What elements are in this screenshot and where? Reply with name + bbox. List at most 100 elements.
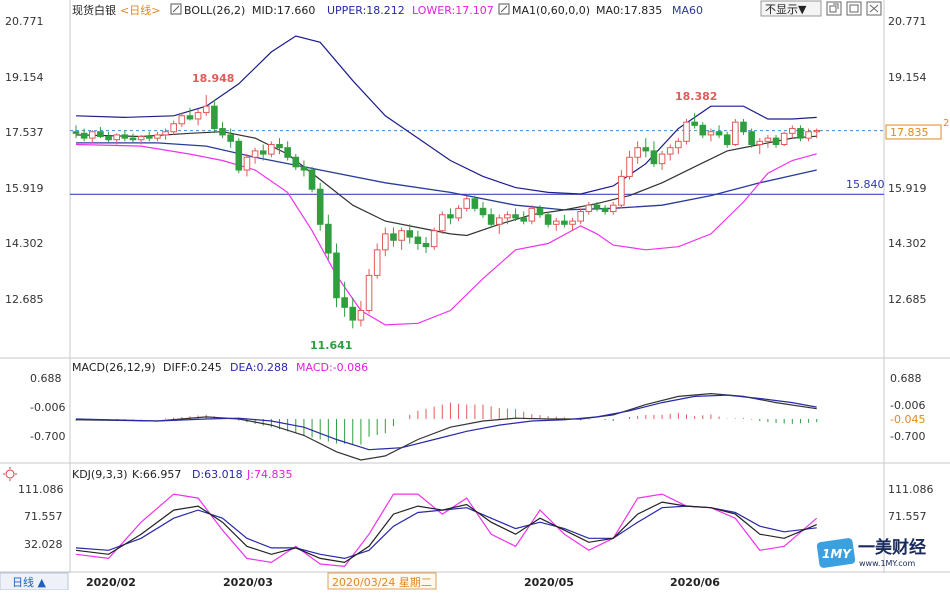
macd-tick-left: 0.688 (30, 372, 62, 385)
boll-toggle-icon[interactable] (170, 3, 182, 15)
kdj-settings-icon[interactable] (3, 467, 17, 481)
candle-body (487, 214, 495, 225)
macd-dea-value: DEA:0.288 (230, 361, 288, 374)
boll-mid-value: MID:17.660 (252, 4, 315, 17)
high-annotation-1: 18.948 (192, 72, 234, 85)
candle-body (80, 132, 88, 139)
candle-body (797, 128, 804, 139)
candle-body (178, 115, 186, 125)
candle-body (382, 233, 389, 251)
period-button-label: 日线 ▲ (12, 575, 46, 589)
candle-body (691, 121, 698, 126)
candle-body (585, 204, 593, 213)
main-price-panel (70, 35, 884, 329)
hide-dropdown[interactable] (760, 0, 822, 17)
kdj-label: KDJ(9,3,3) (72, 468, 128, 481)
boll-label: BOLL(26,2) (184, 4, 245, 17)
date-label: 2020/02 (86, 576, 136, 589)
hline-value-label: 15.840 (846, 178, 885, 191)
brand-url: www.1MY.com (859, 559, 916, 568)
price-tick-right: 14.302 (888, 237, 927, 250)
candle-body (202, 105, 210, 114)
maximize-glyph (849, 4, 859, 13)
maximize-frame (846, 1, 862, 16)
candle-body (357, 310, 365, 321)
boll-toggle-box[interactable] (170, 3, 182, 15)
macd-diff-line (75, 392, 817, 461)
candle-body (764, 137, 772, 142)
candle-body (72, 131, 80, 134)
candle-body (780, 132, 788, 145)
candle-body (373, 249, 381, 276)
candle-body (251, 150, 259, 158)
low-annotation: 11.641 (310, 339, 352, 352)
macd-header: MACD(26,12,9) DIFF:0.245 DEA:0.288 MACD:… (72, 361, 368, 374)
candle-body (259, 150, 267, 155)
maximize-icon[interactable] (846, 1, 862, 16)
kdj-tick-left: 71.557 (24, 510, 63, 523)
candle-body (732, 121, 739, 145)
candle-body (528, 207, 536, 222)
candle-body (292, 156, 300, 168)
price-tick-right: 15.919 (888, 182, 927, 195)
macd-tick-right: 0.688 (890, 372, 922, 385)
candle-body (97, 131, 104, 138)
candle-body (325, 223, 332, 254)
candle-body (569, 220, 576, 225)
candle-body (683, 121, 690, 142)
candle-body (162, 131, 169, 136)
ma-toggle-icon[interactable] (498, 3, 510, 15)
main-header: 现货白银 <日线> BOLL(26,2) MID:17.660 UPPER:18… (72, 3, 703, 17)
candle-body (447, 214, 454, 219)
candle-body (593, 204, 601, 209)
candle-body (137, 136, 145, 141)
boll-upper-line (75, 35, 817, 195)
candle-body (699, 124, 707, 136)
kdj-tick-right: 111.086 (888, 483, 934, 496)
candle-body (479, 207, 487, 216)
candle-body (121, 134, 129, 139)
gear-teeth (3, 467, 17, 481)
candle-body (805, 131, 812, 139)
price-tick-right: 12.685 (888, 293, 927, 306)
kdj-tick-right: 71.557 (888, 510, 927, 523)
price-tick-left: 20.771 (5, 15, 44, 28)
boll-lower-value: LOWER:17.107 (412, 4, 494, 17)
candle-body (186, 115, 194, 120)
candle-body (512, 214, 519, 219)
candle-body (626, 156, 633, 177)
price-tick-left: 12.685 (5, 293, 44, 306)
panel-frames (0, 0, 950, 573)
gear-icon[interactable] (5, 469, 15, 479)
candle-body (463, 198, 471, 209)
candle-body (561, 220, 568, 225)
ma-toggle-box[interactable] (498, 3, 510, 15)
price-tick-right: 19.154 (888, 71, 927, 84)
close-icon[interactable] (866, 1, 882, 16)
candle-body (577, 211, 584, 222)
candle-body (772, 137, 780, 146)
candle-body (422, 242, 430, 248)
kdj-tick-left: 111.086 (18, 483, 64, 496)
ma0-value: MA0:17.835 (596, 4, 662, 17)
ma1-label: MA1(0,60,0,0) (512, 4, 590, 17)
ma60-label: MA60 (672, 4, 703, 17)
price-tick-left: 15.919 (5, 182, 44, 195)
candle-body (276, 144, 283, 149)
macd-panel (75, 392, 818, 461)
macd-tick-right: -0.700 (890, 430, 925, 443)
period-tag[interactable]: <日线> (120, 3, 160, 17)
date-label: 2020/03 (223, 576, 273, 589)
candle-body (495, 217, 503, 225)
candle-body (618, 175, 625, 206)
brand-logo-text: 1MY (822, 547, 852, 561)
window-restore-icon[interactable] (826, 1, 842, 16)
macd-tick-right: -0.006 (890, 399, 925, 412)
candle-body (536, 207, 544, 216)
edge-badge: 2 (943, 118, 949, 129)
price-tick-left: 14.302 (5, 237, 44, 250)
candle-body (211, 105, 218, 130)
top-toolbar: 不显示▼ (760, 0, 882, 17)
